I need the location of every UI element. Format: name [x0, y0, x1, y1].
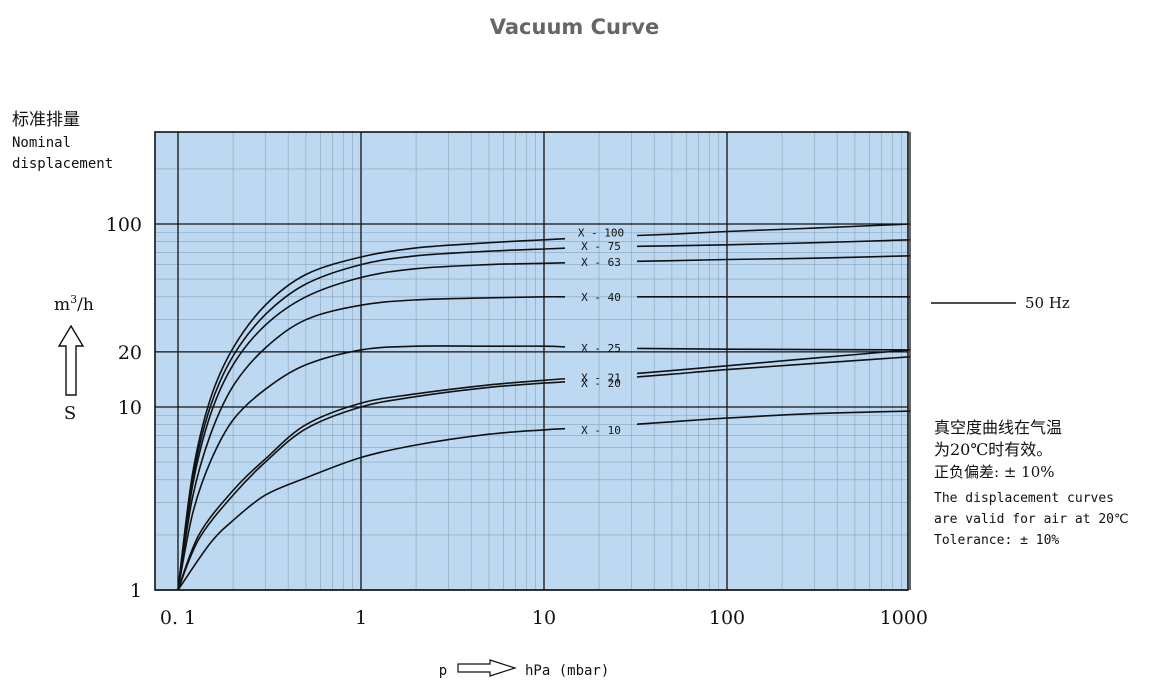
series-line	[636, 239, 911, 248]
minor-grid	[155, 132, 908, 590]
series-label: X - 25	[581, 342, 621, 355]
x-axis-unit: hPa (mbar)	[525, 663, 609, 679]
series-line	[636, 347, 911, 351]
series-label: X - 100	[578, 226, 624, 239]
up-arrow-icon	[57, 324, 85, 396]
x-tick-label: 100	[709, 607, 745, 629]
page-title: Vacuum Curve	[489, 15, 660, 39]
note-en-line3: Tolerance: ± 10%	[934, 533, 1059, 548]
y-tick-label: 10	[118, 397, 142, 419]
series-line	[636, 349, 911, 375]
x-tick-label: 10	[532, 607, 556, 629]
series-line	[177, 378, 566, 591]
series-line	[177, 381, 566, 591]
series-line	[177, 262, 566, 591]
x-tick-label: 1	[355, 607, 367, 629]
x-tick-label: 0. 1	[160, 607, 196, 629]
series-line	[177, 345, 566, 591]
series-label: X - 21	[581, 371, 621, 384]
y-axis-label-en-line2: displacement	[12, 156, 113, 172]
series-label: X - 40	[581, 291, 621, 304]
x-tick-label: 1000	[880, 607, 928, 629]
y-tick-labels: 1 10 20 100	[106, 214, 142, 602]
series-line	[636, 223, 911, 237]
y-axis-label-en-line1: Nominal	[12, 135, 71, 151]
freq-legend-label: 50 Hz	[1025, 294, 1070, 312]
series-line	[177, 247, 566, 591]
series-label: X - 10	[581, 424, 621, 437]
x-tick-labels: 0. 1 1 10 100 1000	[160, 607, 928, 629]
y-tick-label: 1	[130, 580, 142, 602]
series-line	[636, 356, 911, 378]
series-line	[177, 295, 566, 591]
series-line	[177, 427, 566, 591]
note-cn-line3: 正负偏差: ± 10%	[934, 463, 1055, 481]
curves	[177, 223, 911, 591]
y-tick-label: 100	[106, 214, 142, 236]
series-label: X - 63	[581, 256, 621, 269]
note-cn-line2: 为20℃时有效。	[934, 440, 1052, 459]
series-label: X - 20	[581, 377, 621, 390]
series-line	[636, 410, 911, 425]
note-en-line2: are valid for air at 20℃	[934, 512, 1129, 527]
x-axis-symbol: p	[439, 663, 447, 679]
series-line	[177, 237, 566, 591]
note-cn-line1: 真空度曲线在气温	[934, 418, 1062, 437]
plot-frame	[154, 131, 909, 591]
y-axis-symbol: S	[64, 403, 76, 424]
y-axis-unit: m3/h	[54, 293, 94, 315]
plot-background	[155, 132, 908, 590]
series-label: X - 75	[581, 240, 621, 253]
series-line	[636, 255, 911, 263]
y-tick-label: 20	[118, 342, 142, 364]
note-en-line1: The displacement curves	[934, 491, 1114, 506]
right-arrow-icon	[457, 659, 517, 677]
y-axis-label-cn: 标准排量	[12, 110, 80, 130]
